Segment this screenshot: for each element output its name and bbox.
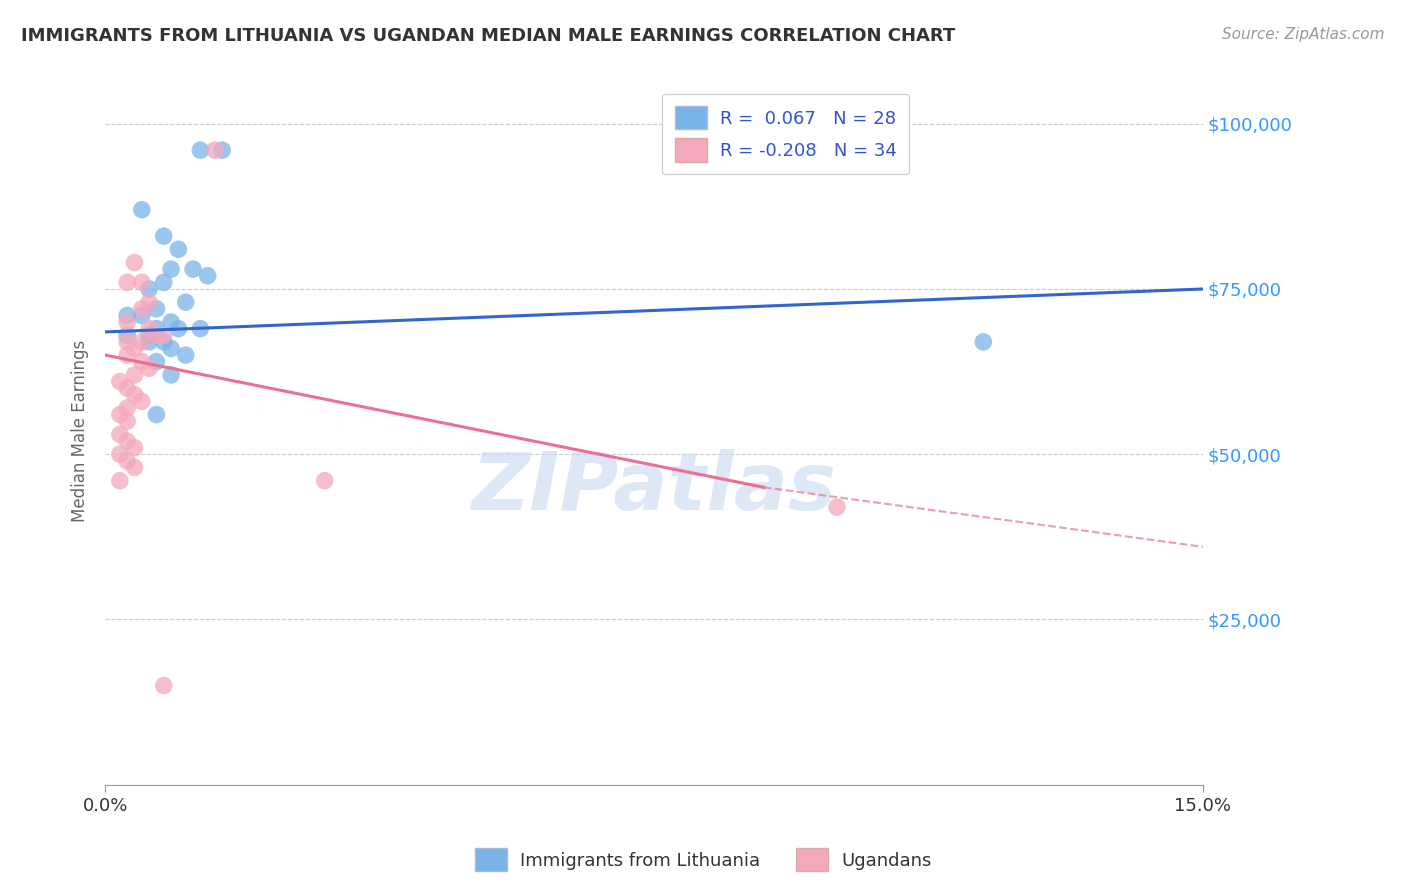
Point	[124, 368, 146, 382]
Point	[138, 361, 160, 376]
Point	[145, 408, 167, 422]
Point	[115, 334, 138, 349]
Point	[145, 301, 167, 316]
Point	[160, 262, 183, 277]
Point	[138, 328, 160, 343]
Legend: Immigrants from Lithuania, Ugandans: Immigrants from Lithuania, Ugandans	[467, 841, 939, 879]
Point	[138, 282, 160, 296]
Point	[115, 454, 138, 468]
Text: ZIPatlas: ZIPatlas	[471, 449, 837, 526]
Point	[115, 401, 138, 415]
Point	[145, 321, 167, 335]
Point	[972, 334, 994, 349]
Legend: R =  0.067   N = 28, R = -0.208   N = 34: R = 0.067 N = 28, R = -0.208 N = 34	[662, 94, 910, 174]
Point	[131, 354, 153, 368]
Point	[167, 242, 190, 256]
Point	[115, 309, 138, 323]
Point	[138, 334, 160, 349]
Point	[152, 334, 174, 349]
Point	[174, 295, 197, 310]
Point	[108, 375, 131, 389]
Point	[145, 328, 167, 343]
Point	[204, 143, 226, 157]
Point	[124, 388, 146, 402]
Point	[314, 474, 336, 488]
Point	[131, 276, 153, 290]
Point	[160, 315, 183, 329]
Point	[115, 315, 138, 329]
Point	[160, 342, 183, 356]
Point	[197, 268, 219, 283]
Text: Source: ZipAtlas.com: Source: ZipAtlas.com	[1222, 27, 1385, 42]
Point	[115, 434, 138, 448]
Point	[138, 321, 160, 335]
Point	[152, 328, 174, 343]
Point	[108, 474, 131, 488]
Point	[131, 202, 153, 217]
Point	[152, 679, 174, 693]
Point	[115, 328, 138, 343]
Point	[124, 441, 146, 455]
Point	[152, 276, 174, 290]
Point	[115, 348, 138, 362]
Point	[174, 348, 197, 362]
Y-axis label: Median Male Earnings: Median Male Earnings	[72, 340, 89, 522]
Point	[825, 500, 848, 515]
Point	[181, 262, 204, 277]
Point	[124, 255, 146, 269]
Point	[108, 447, 131, 461]
Text: IMMIGRANTS FROM LITHUANIA VS UGANDAN MEDIAN MALE EARNINGS CORRELATION CHART: IMMIGRANTS FROM LITHUANIA VS UGANDAN MED…	[21, 27, 955, 45]
Point	[152, 229, 174, 244]
Point	[115, 381, 138, 395]
Point	[211, 143, 233, 157]
Point	[131, 301, 153, 316]
Point	[124, 460, 146, 475]
Point	[131, 394, 153, 409]
Point	[188, 321, 211, 335]
Point	[131, 334, 153, 349]
Point	[188, 143, 211, 157]
Point	[145, 354, 167, 368]
Point	[108, 408, 131, 422]
Point	[167, 321, 190, 335]
Point	[138, 295, 160, 310]
Point	[124, 342, 146, 356]
Point	[131, 309, 153, 323]
Point	[160, 368, 183, 382]
Point	[108, 427, 131, 442]
Point	[115, 276, 138, 290]
Point	[115, 414, 138, 428]
